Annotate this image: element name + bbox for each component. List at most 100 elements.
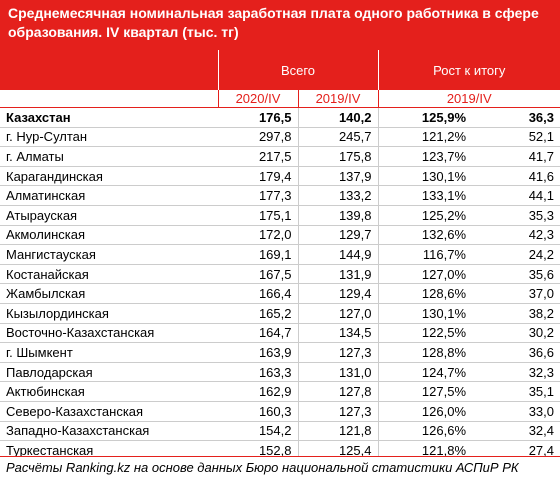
growth-percent-cell: 122,5% [378,323,472,344]
header-growth-period: 2019/IV [378,90,560,108]
growth-percent-cell: 127,0% [378,264,472,285]
growth-percent-cell: 128,8% [378,342,472,363]
growth-percent-cell: 128,6% [378,283,472,304]
growth-percent-cell: 133,1% [378,185,472,206]
growth-value-cell: 30,2 [472,323,560,344]
table-row: Туркестанская 152,8 125,4 121,8% 27,4 [0,440,560,461]
table-row: Костанайская 167,5 131,9 127,0% 35,6 [0,264,560,285]
value-2019-cell: 134,5 [298,323,379,344]
header-row-groups: Всего Рост к итогу [0,50,560,90]
value-2020-cell: 163,3 [218,362,299,383]
value-2019-cell: 144,9 [298,244,379,265]
growth-percent-cell: 126,6% [378,421,472,442]
value-2019-cell: 175,8 [298,146,379,167]
value-2019-cell: 129,4 [298,283,379,304]
table-row: Мангистауская 169,1 144,9 116,7% 24,2 [0,244,560,265]
value-2019-cell: 127,0 [298,303,379,324]
growth-value-cell: 42,3 [472,225,560,246]
growth-value-cell: 32,3 [472,362,560,383]
growth-value-cell: 36,6 [472,342,560,363]
value-2019-cell: 127,3 [298,401,379,422]
region-cell: Казахстан [0,107,218,128]
value-2019-cell: 127,3 [298,342,379,363]
header-2020: 2020/IV [218,90,299,108]
region-cell: Западно-Казахстанская [0,421,218,442]
growth-percent-cell: 130,1% [378,303,472,324]
region-cell: Костанайская [0,264,218,285]
table-row: Акмолинская 172,0 129,7 132,6% 42,3 [0,225,560,246]
header-region-cell [0,50,219,90]
value-2020-cell: 154,2 [218,421,299,442]
growth-value-cell: 38,2 [472,303,560,324]
header-2019: 2019/IV [298,90,379,108]
growth-value-cell: 35,3 [472,205,560,226]
growth-percent-cell: 132,6% [378,225,472,246]
region-cell: г. Шымкент [0,342,218,363]
table-row: Жамбылская 166,4 129,4 128,6% 37,0 [0,283,560,304]
value-2020-cell: 176,5 [218,107,299,128]
value-2020-cell: 160,3 [218,401,299,422]
table-row-total: Казахстан 176,5 140,2 125,9% 36,3 [0,107,560,128]
source-note: Расчёты Ranking.kz на основе данных Бюро… [0,456,560,479]
value-2020-cell: 167,5 [218,264,299,285]
header-total-group: Всего [218,50,379,90]
value-2020-cell: 297,8 [218,127,299,148]
value-2019-cell: 125,4 [298,440,379,461]
value-2020-cell: 177,3 [218,185,299,206]
value-2019-cell: 127,8 [298,381,379,402]
growth-percent-cell: 124,7% [378,362,472,383]
growth-value-cell: 24,2 [472,244,560,265]
growth-percent-cell: 123,7% [378,146,472,167]
value-2019-cell: 245,7 [298,127,379,148]
growth-percent-cell: 127,5% [378,381,472,402]
growth-percent-cell: 116,7% [378,244,472,265]
table-body: Всего Рост к итогу 2020/IV 2019/IV 2019/… [0,50,560,461]
region-cell: Жамбылская [0,283,218,304]
header-region-sub [0,90,219,108]
region-cell: Павлодарская [0,362,218,383]
region-cell: г. Нур-Султан [0,127,218,148]
table-row: г. Нур-Султан 297,8 245,7 121,2% 52,1 [0,127,560,148]
value-2020-cell: 175,1 [218,205,299,226]
region-cell: Туркестанская [0,440,218,461]
table-row: Западно-Казахстанская 154,2 121,8 126,6% 32,… [0,421,560,442]
value-2019-cell: 121,8 [298,421,379,442]
value-2020-cell: 164,7 [218,323,299,344]
table-row: Северо-Казахстанская 160,3 127,3 126,0% 33,0 [0,401,560,422]
growth-value-cell: 36,3 [472,107,560,128]
value-2020-cell: 172,0 [218,225,299,246]
value-2019-cell: 131,9 [298,264,379,285]
region-cell: Восточно-Казахстанская [0,323,218,344]
region-cell: Актюбинская [0,381,218,402]
value-2019-cell: 139,8 [298,205,379,226]
region-cell: г. Алматы [0,146,218,167]
table-row: Атырауская 175,1 139,8 125,2% 35,3 [0,205,560,226]
value-2019-cell: 131,0 [298,362,379,383]
growth-percent-cell: 125,9% [378,107,472,128]
table-row: Карагандинская 179,4 137,9 130,1% 41,6 [0,166,560,187]
table-row: Алматинская 177,3 133,2 133,1% 44,1 [0,185,560,206]
value-2019-cell: 137,9 [298,166,379,187]
value-2019-cell: 133,2 [298,185,379,206]
region-cell: Северо-Казахстанская [0,401,218,422]
value-2020-cell: 166,4 [218,283,299,304]
region-cell: Карагандинская [0,166,218,187]
value-2020-cell: 163,9 [218,342,299,363]
growth-value-cell: 37,0 [472,283,560,304]
region-cell: Мангистауская [0,244,218,265]
table-row: г. Алматы 217,5 175,8 123,7% 41,7 [0,146,560,167]
growth-value-cell: 41,7 [472,146,560,167]
table-row: Актюбинская 162,9 127,8 127,5% 35,1 [0,381,560,402]
growth-percent-cell: 125,2% [378,205,472,226]
table-row: Восточно-Казахстанская 164,7 134,5 122,5% 30… [0,323,560,344]
growth-value-cell: 35,6 [472,264,560,285]
value-2019-cell: 129,7 [298,225,379,246]
value-2019-cell: 140,2 [298,107,379,128]
region-cell: Алматинская [0,185,218,206]
value-2020-cell: 217,5 [218,146,299,167]
header-growth-group: Рост к итогу [378,50,560,90]
value-2020-cell: 162,9 [218,381,299,402]
growth-value-cell: 35,1 [472,381,560,402]
growth-value-cell: 52,1 [472,127,560,148]
growth-percent-cell: 126,0% [378,401,472,422]
